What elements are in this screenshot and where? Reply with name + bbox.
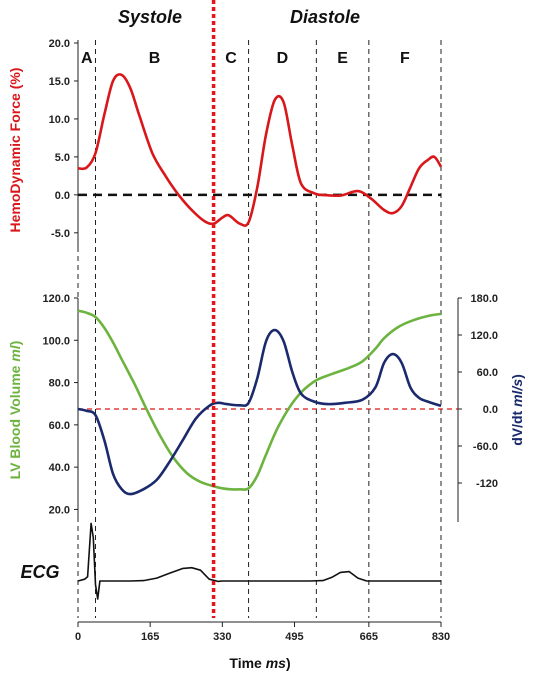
volume-y-axis-title-unit: ml bbox=[7, 344, 23, 361]
force-y-tick-label: 0.0 bbox=[55, 190, 70, 202]
force-y-tick-label: 5.0 bbox=[55, 152, 70, 164]
plot-layer: A B C D E F 20.0 15.0 10.0 5.0 0.0 -5.0 120.0 100.0 80… bbox=[42, 0, 498, 643]
force-y-tick-label: 20.0 bbox=[49, 38, 70, 50]
ecg-label: ECG bbox=[20, 562, 59, 582]
dvdt-y-axis-title-main: dV/dt bbox=[509, 407, 525, 446]
volume-y-tick-label: 100.0 bbox=[42, 335, 70, 347]
time-x-tick-label: 330 bbox=[213, 631, 231, 643]
dvdt-y-tick-label: -120 bbox=[476, 478, 498, 490]
time-x-tick-label: 0 bbox=[75, 631, 81, 643]
dvdt-y-tick-label: 0.0 bbox=[483, 404, 498, 416]
ecg-trace bbox=[77, 522, 441, 600]
volume-y-tick-label: 120.0 bbox=[42, 293, 70, 305]
phase-label-c: C bbox=[225, 50, 237, 67]
time-x-axis-title-unit: ms bbox=[266, 655, 286, 671]
force-series-line bbox=[77, 73, 443, 227]
volume-y-axis-title: LV Blood Volume ml) bbox=[7, 341, 23, 480]
dvdt-y-tick-label: 180.0 bbox=[470, 293, 498, 305]
systole-heading: Systole bbox=[118, 7, 182, 27]
force-y-tick-label: 10.0 bbox=[49, 114, 70, 126]
time-x-axis-title-main: Time bbox=[229, 655, 265, 671]
time-x-axis-title: Time ms) bbox=[229, 655, 290, 671]
dvdt-y-tick-label: 120.0 bbox=[470, 330, 498, 342]
volume-series-line bbox=[77, 309, 442, 491]
volume-y-tick-label: 60.0 bbox=[49, 420, 70, 432]
phase-label-a: A bbox=[81, 50, 93, 67]
phase-label-d: D bbox=[277, 50, 289, 67]
volume-y-tick-label: 20.0 bbox=[49, 504, 70, 516]
force-y-axis-title: HemoDynamic Force (%) bbox=[7, 68, 23, 233]
dvdt-y-tick-label: -60.0 bbox=[473, 441, 498, 453]
dvdt-series-line bbox=[77, 328, 442, 496]
time-x-tick-label: 495 bbox=[285, 631, 303, 643]
dvdt-y-tick-label: 60.0 bbox=[477, 367, 498, 379]
time-x-tick-label: 830 bbox=[432, 631, 450, 643]
diastole-heading: Diastole bbox=[290, 7, 360, 27]
dvdt-y-axis-title: dV/dt ml/s) bbox=[509, 374, 525, 446]
phase-label-e: E bbox=[337, 50, 348, 67]
dvdt-y-axis-title-unit: ml/s bbox=[509, 379, 525, 407]
time-x-tick-label: 165 bbox=[141, 631, 159, 643]
phase-label-b: B bbox=[149, 50, 161, 67]
time-x-tick-label: 665 bbox=[360, 631, 378, 643]
force-y-tick-label: -5.0 bbox=[51, 228, 70, 240]
phase-label-f: F bbox=[400, 50, 410, 67]
volume-y-tick-label: 80.0 bbox=[49, 378, 70, 390]
force-y-tick-label: 15.0 bbox=[49, 76, 70, 88]
volume-y-tick-label: 40.0 bbox=[49, 462, 70, 474]
volume-y-axis-title-main: LV Blood Volume bbox=[7, 362, 23, 480]
